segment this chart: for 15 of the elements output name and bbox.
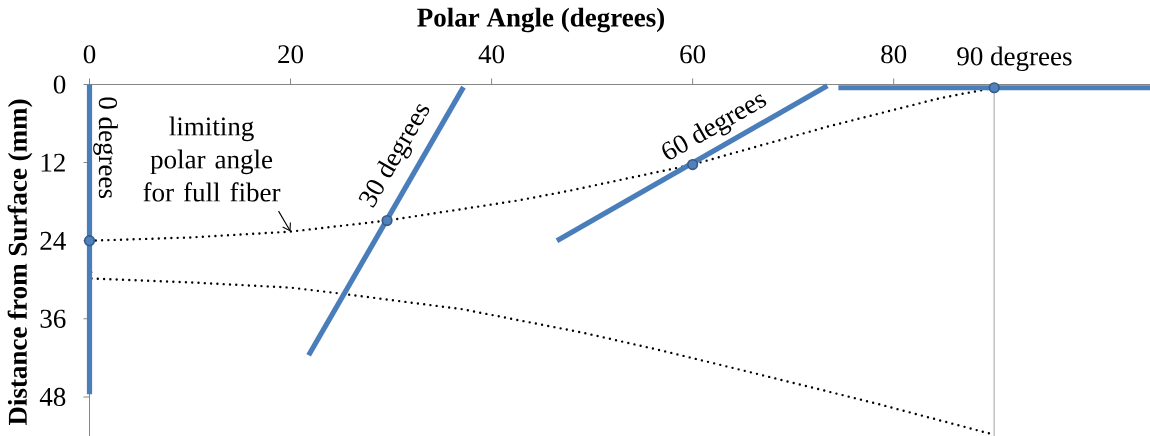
x-tick-label: 0 — [83, 45, 96, 64]
y-tick-label: 36 — [40, 309, 66, 328]
x-tick-label: 40 — [478, 45, 505, 64]
y-axis-title: Distance from Surface (mm) — [7, 99, 33, 426]
y-tick-label: 48 — [39, 387, 66, 407]
x-tick-label: 20 — [278, 45, 304, 64]
series-label: 90 degrees — [957, 46, 1072, 72]
y-tick-label: 12 — [41, 153, 65, 172]
x-tick-label: 60 — [680, 45, 706, 64]
y-tick-label: 0 — [53, 75, 66, 94]
x-axis-title: Polar Angle (degrees) — [417, 7, 665, 33]
text: 0 degrees — [93, 97, 118, 199]
x-tick-label: 80 — [881, 45, 907, 64]
y-tick-label: 24 — [40, 231, 66, 250]
annotation: limiting polar angle for full fiber — [143, 116, 281, 202]
